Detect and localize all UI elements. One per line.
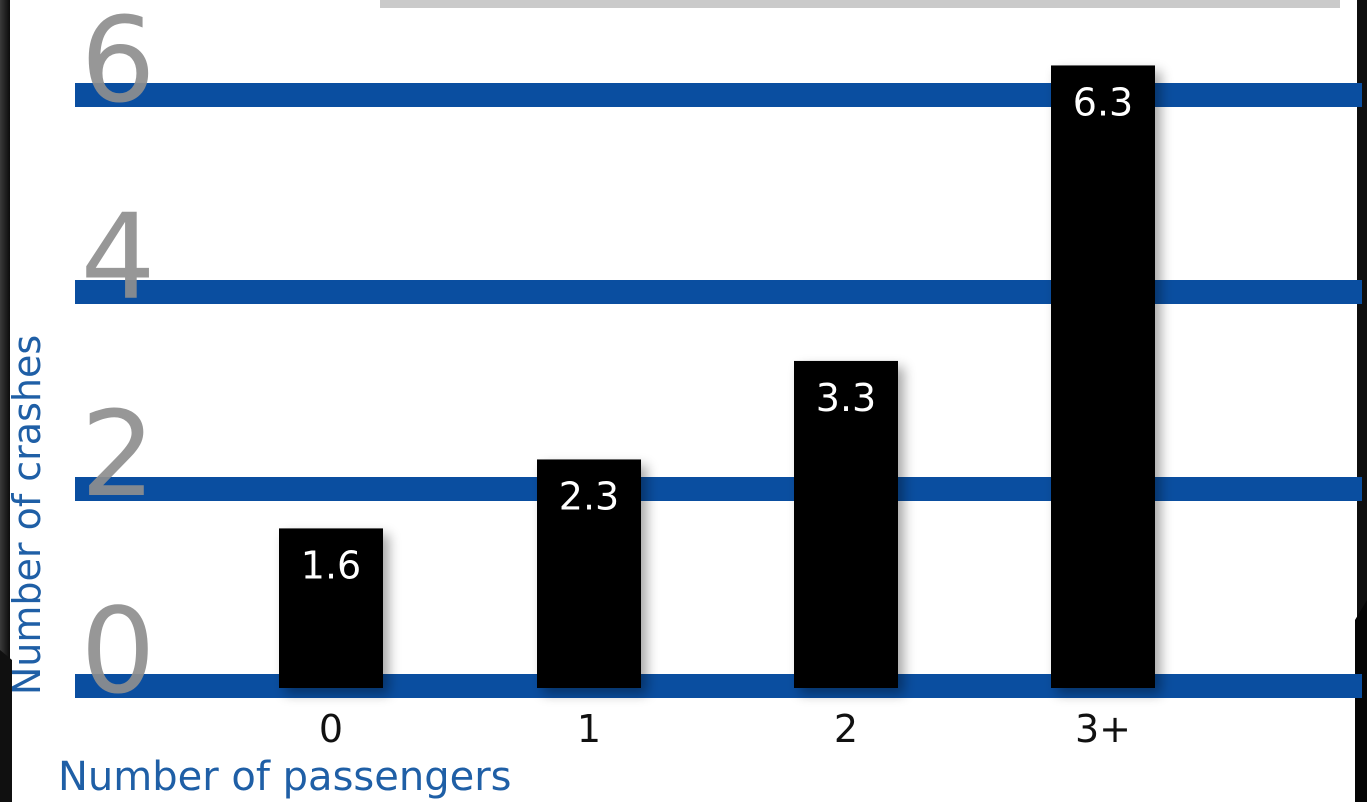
y-tick-label: 2 <box>80 385 155 523</box>
gridline <box>75 674 1362 698</box>
gridline <box>75 280 1362 304</box>
y-tick-label: 0 <box>80 582 155 720</box>
value-label: 1.6 <box>301 543 361 587</box>
value-label: 3.3 <box>816 376 876 420</box>
y-tick-label: 6 <box>80 0 155 129</box>
x-tick-labels: 0 1 2 3+ <box>319 707 1131 751</box>
cropped-title-strip <box>380 0 1340 8</box>
bar <box>1051 65 1155 688</box>
gridline <box>75 83 1362 107</box>
x-axis-label: Number of passengers <box>58 754 512 800</box>
y-tick-label: 4 <box>80 188 155 326</box>
value-labels: 1.6 2.3 3.3 6.3 <box>301 80 1133 587</box>
value-label: 2.3 <box>559 474 619 518</box>
gridline <box>75 477 1362 501</box>
y-tick-labels: 0 2 4 6 <box>80 0 155 720</box>
x-tick-label: 1 <box>577 707 601 751</box>
bar <box>279 528 383 688</box>
bars <box>279 65 1155 688</box>
bar <box>794 360 898 688</box>
x-tick-label: 3+ <box>1075 707 1131 751</box>
gridlines <box>75 83 1362 698</box>
y-axis-label: Number of crashes <box>5 335 49 695</box>
value-label: 6.3 <box>1073 80 1133 124</box>
x-tick-label: 2 <box>834 707 858 751</box>
bar <box>537 459 641 688</box>
x-tick-label: 0 <box>319 707 343 751</box>
